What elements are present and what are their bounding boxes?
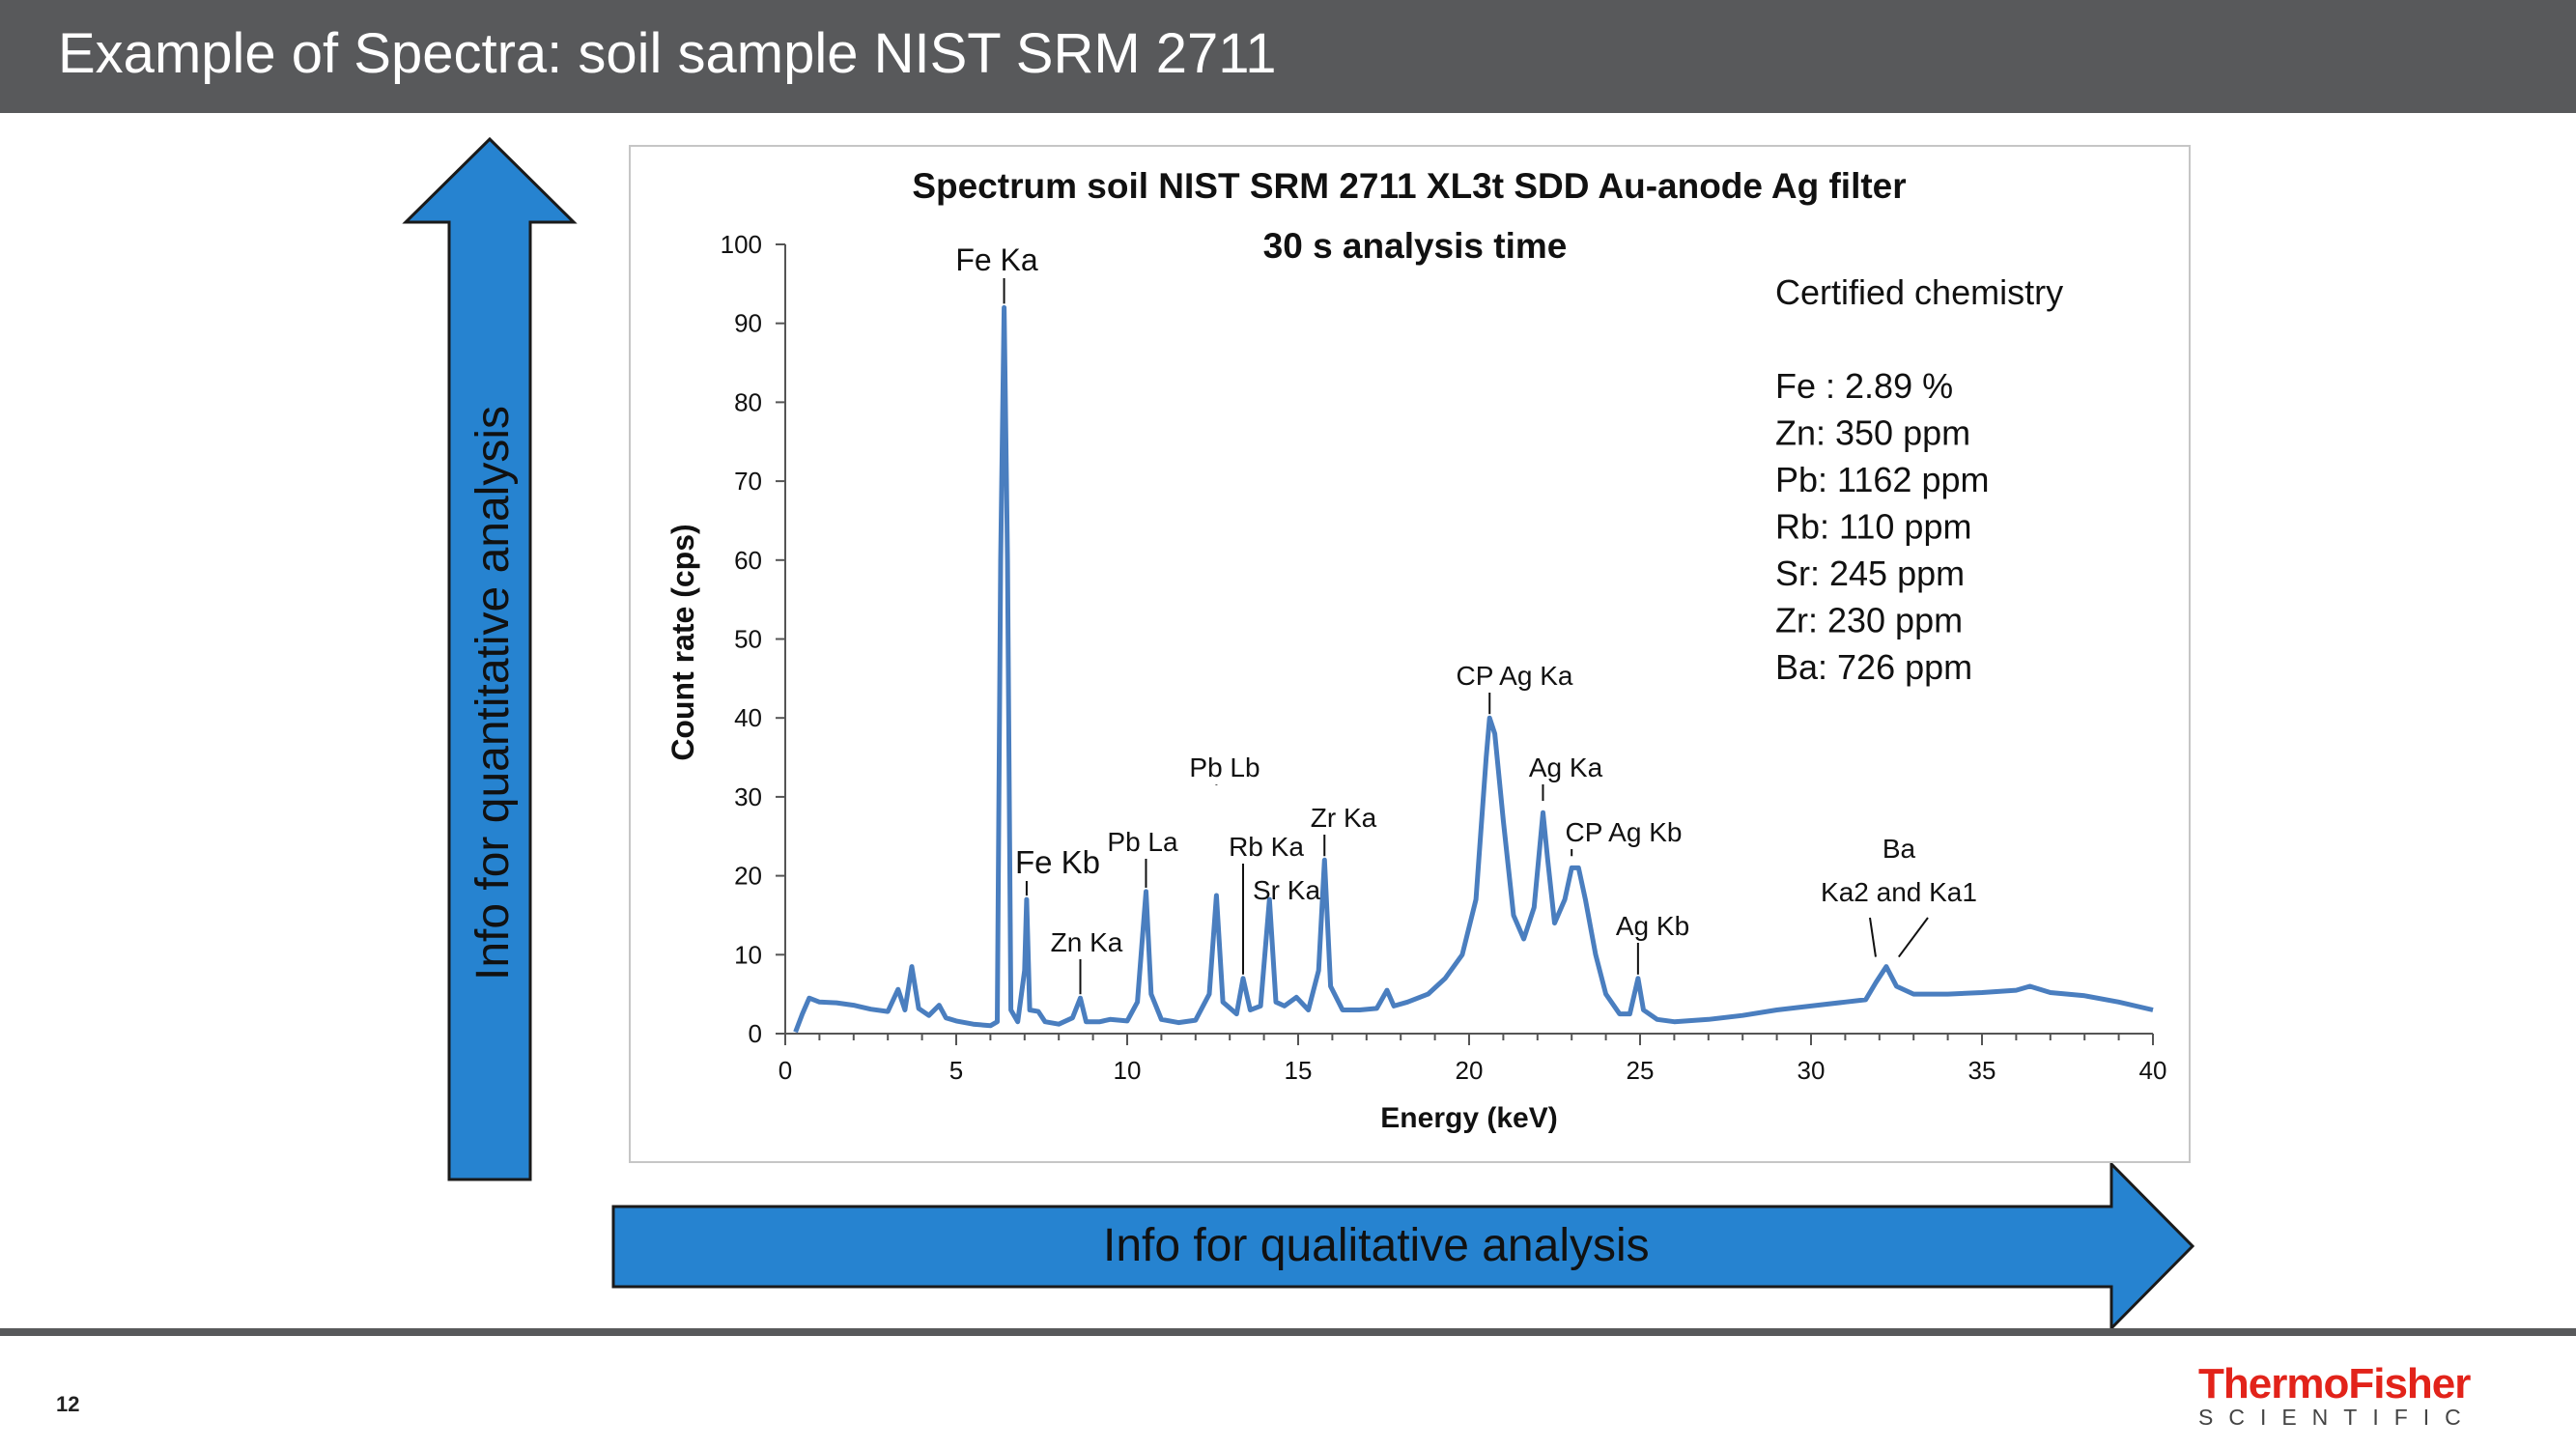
x-tick-label: 0 <box>778 1056 792 1085</box>
y-axis-label: Count rate (cps) <box>665 524 700 760</box>
right-arrow-shape-full <box>611 1160 2195 1332</box>
x-tick-label: 5 <box>949 1056 963 1085</box>
x-axis-label: Energy (keV) <box>1380 1102 1557 1134</box>
peak-label: Rb Ka <box>1229 832 1304 862</box>
x-tick-label: 40 <box>2139 1056 2167 1085</box>
certified-line: Sr: 245 ppm <box>1775 554 1965 593</box>
logo-sub-text: SCIENTIFIC <box>2198 1405 2477 1430</box>
y-tick-label: 90 <box>734 309 762 338</box>
peak-label: Fe Kb <box>1015 844 1100 880</box>
chart-subtitle: 30 s analysis time <box>1263 226 1568 266</box>
y-tick-label: 50 <box>734 625 762 654</box>
spectrum-chart: Spectrum soil NIST SRM 2711 XL3t SDD Au-… <box>665 166 2167 1134</box>
chart-title: Spectrum soil NIST SRM 2711 XL3t SDD Au-… <box>912 166 1906 206</box>
footer-divider <box>0 1328 2576 1336</box>
x-tick-label: 15 <box>1285 1056 1313 1085</box>
peak-label: Zn Ka <box>1051 927 1123 957</box>
peak-label: Pb Lb <box>1189 753 1260 782</box>
y-tick-label: 30 <box>734 782 762 811</box>
qualitative-label: Info for qualitative analysis <box>1103 1220 1650 1271</box>
quantitative-label: Info for quantitative analysis <box>467 405 519 980</box>
certified-line: Zr: 230 ppm <box>1775 601 1963 640</box>
peak-label: Ba <box>1882 834 1916 864</box>
peak-leader-line <box>1869 917 1877 957</box>
y-tick-label: 0 <box>749 1019 762 1048</box>
peak-label: Zr Ka <box>1311 803 1377 833</box>
title-bar <box>0 0 2576 113</box>
x-tick-label: 20 <box>1456 1056 1484 1085</box>
peak-label: Pb La <box>1107 827 1178 857</box>
peak-label: Sr Ka <box>1253 875 1320 905</box>
up-arrow-shape <box>402 136 578 1181</box>
y-tick-label: 40 <box>734 703 762 732</box>
peak-label: CP Ag Ka <box>1457 661 1573 691</box>
certified-line: Fe : 2.89 % <box>1775 366 1953 406</box>
peak-label: CP Ag Kb <box>1566 817 1683 847</box>
x-tick-label: 30 <box>1798 1056 1826 1085</box>
peak-label: Ka2 and Ka1 <box>1821 877 1977 907</box>
peak-leader-line <box>1897 917 1929 958</box>
logo-main-text: ThermoFisher <box>2198 1360 2471 1407</box>
y-tick-label: 20 <box>734 862 762 891</box>
x-tick-label: 35 <box>1968 1056 1996 1085</box>
certified-line: Zn: 350 ppm <box>1775 413 1970 453</box>
x-tick-label: 10 <box>1114 1056 1142 1085</box>
y-tick-label: 80 <box>734 387 762 416</box>
slide-title: Example of Spectra: soil sample NIST SRM… <box>58 22 1277 85</box>
certified-heading: Certified chemistry <box>1775 272 2063 312</box>
y-tick-label: 70 <box>734 467 762 496</box>
y-tick-label: 60 <box>734 546 762 575</box>
page-number: 12 <box>56 1392 80 1416</box>
y-tick-label: 10 <box>734 940 762 969</box>
certified-line: Rb: 110 ppm <box>1775 507 1971 547</box>
y-tick-label: 100 <box>721 230 762 259</box>
x-tick-label: 25 <box>1627 1056 1655 1085</box>
certified-line: Pb: 1162 ppm <box>1775 460 1989 499</box>
peak-label: Ag Ka <box>1529 753 1603 782</box>
certified-line: Ba: 726 ppm <box>1775 647 1972 687</box>
thermo-fisher-logo: ThermoFisher SCIENTIFIC <box>2198 1360 2477 1431</box>
peak-label: Ag Kb <box>1616 911 1689 941</box>
peak-label: Fe Ka <box>955 242 1038 277</box>
